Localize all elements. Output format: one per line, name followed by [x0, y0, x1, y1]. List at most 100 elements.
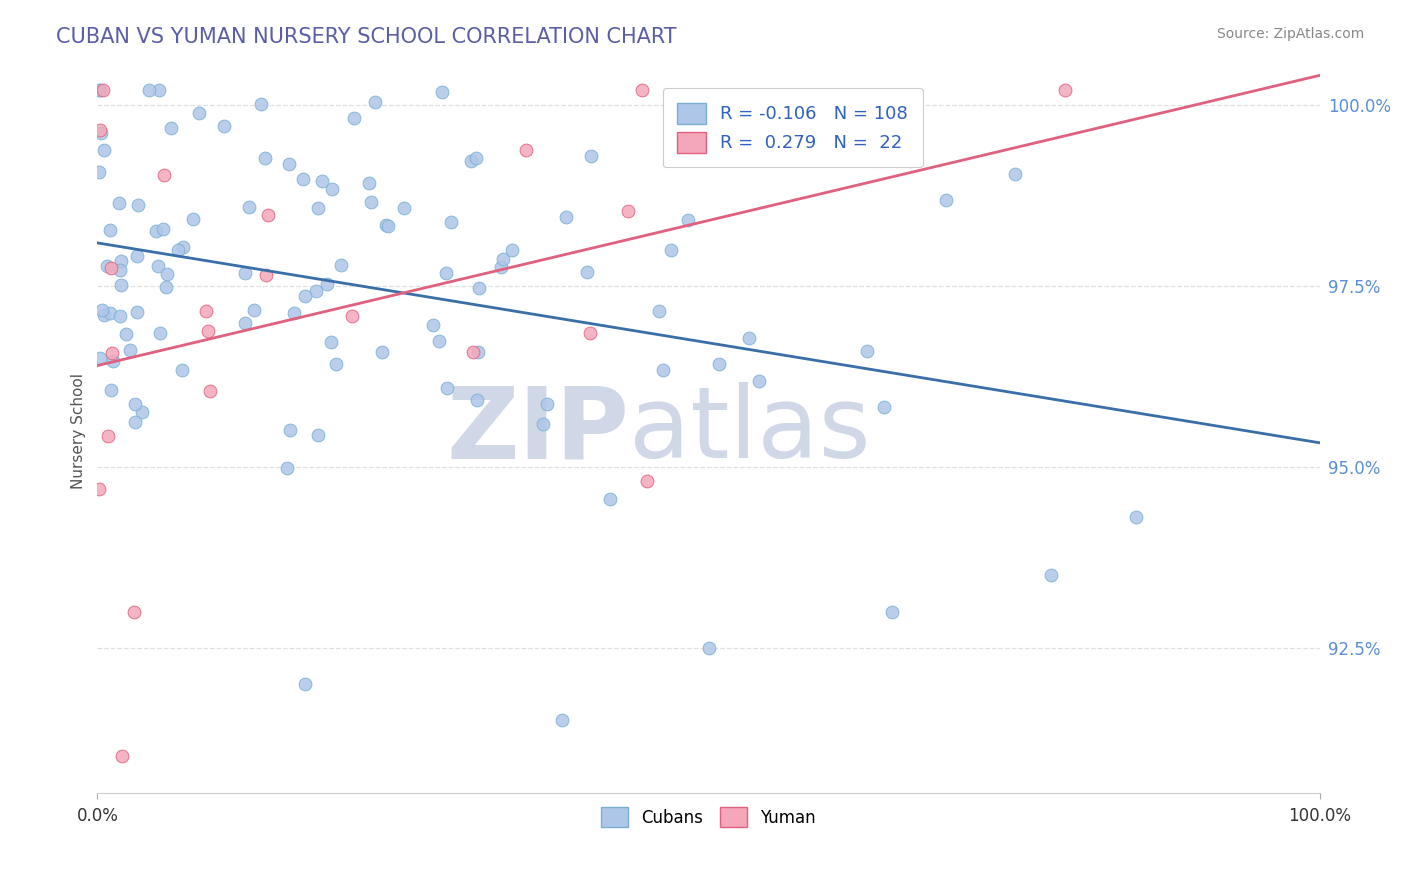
Point	[748, 374, 770, 388]
Point	[467, 344, 489, 359]
Point	[631, 83, 654, 97]
Point	[120, 343, 142, 357]
Point	[212, 119, 235, 133]
Point	[278, 157, 301, 171]
Point	[305, 284, 328, 298]
Point	[307, 201, 329, 215]
Point	[152, 222, 174, 236]
Point	[648, 304, 671, 318]
Point	[90, 126, 112, 140]
Point	[311, 174, 333, 188]
Point	[145, 224, 167, 238]
Point	[89, 482, 111, 496]
Point	[93, 83, 115, 97]
Point	[89, 83, 111, 97]
Point	[319, 335, 342, 350]
Point	[276, 461, 298, 475]
Point	[100, 261, 122, 276]
Point	[364, 95, 387, 109]
Point	[101, 354, 124, 368]
Legend: Cubans, Yuman: Cubans, Yuman	[593, 799, 824, 835]
Point	[242, 302, 264, 317]
Point	[256, 208, 278, 222]
Point	[155, 280, 177, 294]
Point	[554, 211, 576, 225]
Point	[148, 83, 170, 97]
Point	[531, 417, 554, 432]
Point	[880, 605, 903, 619]
Point	[294, 677, 316, 691]
Point	[110, 254, 132, 268]
Point	[89, 351, 111, 365]
Point	[872, 400, 894, 414]
Point	[198, 384, 221, 398]
Point	[181, 211, 204, 226]
Text: ZIP: ZIP	[446, 382, 628, 479]
Point	[342, 111, 364, 125]
Point	[131, 405, 153, 419]
Point	[233, 266, 256, 280]
Point	[1004, 167, 1026, 181]
Point	[329, 258, 352, 272]
Point	[492, 252, 515, 266]
Point	[307, 428, 329, 442]
Point	[87, 83, 110, 97]
Point	[127, 198, 149, 212]
Point	[856, 344, 879, 359]
Point	[515, 144, 537, 158]
Point	[325, 357, 347, 371]
Point	[238, 200, 260, 214]
Point	[464, 151, 486, 165]
Point	[576, 265, 599, 279]
Text: Source: ZipAtlas.com: Source: ZipAtlas.com	[1216, 27, 1364, 41]
Point	[283, 306, 305, 320]
Point	[357, 176, 380, 190]
Point	[1039, 568, 1062, 582]
Point	[676, 213, 699, 227]
Point	[87, 164, 110, 178]
Point	[89, 123, 111, 137]
Point	[1125, 510, 1147, 524]
Point	[172, 240, 194, 254]
Point	[465, 392, 488, 407]
Point	[160, 121, 183, 136]
Point	[250, 96, 273, 111]
Point	[149, 326, 172, 341]
Point	[110, 277, 132, 292]
Point	[108, 263, 131, 277]
Point	[360, 194, 382, 209]
Point	[1053, 83, 1076, 97]
Point	[342, 309, 364, 323]
Point	[501, 243, 523, 257]
Point	[253, 151, 276, 165]
Point	[188, 105, 211, 120]
Point	[110, 309, 132, 323]
Point	[98, 306, 121, 320]
Point	[195, 304, 218, 318]
Point	[617, 204, 640, 219]
Point	[434, 266, 457, 280]
Point	[93, 144, 115, 158]
Point	[138, 83, 160, 97]
Point	[146, 260, 169, 274]
Point	[460, 154, 482, 169]
Point	[321, 182, 343, 196]
Point	[392, 201, 415, 215]
Point	[652, 363, 675, 377]
Point	[734, 137, 756, 152]
Point	[551, 713, 574, 727]
Point	[371, 345, 394, 359]
Point	[97, 429, 120, 443]
Point	[579, 149, 602, 163]
Point	[422, 318, 444, 332]
Point	[292, 172, 315, 186]
Point	[93, 308, 115, 322]
Point	[636, 475, 658, 489]
Point	[100, 384, 122, 398]
Point	[427, 334, 450, 349]
Point	[436, 381, 458, 395]
Point	[111, 749, 134, 764]
Point	[115, 326, 138, 341]
Point	[197, 324, 219, 338]
Point	[233, 316, 256, 330]
